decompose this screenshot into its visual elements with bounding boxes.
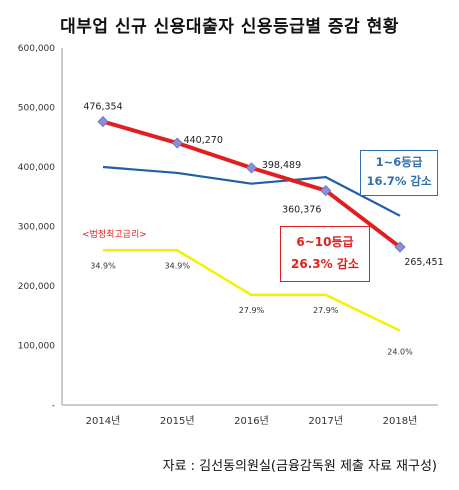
y-tick-label: 300,000 bbox=[18, 223, 55, 233]
series-line-legal-max-rate bbox=[103, 249, 401, 332]
data-label-grade-6-10: 476,354 bbox=[83, 102, 122, 113]
chart-title: 대부업 신규 신용대출자 신용등급별 증감 현황 bbox=[60, 17, 399, 37]
y-tick-label: 100,000 bbox=[18, 342, 55, 352]
data-label-grade-6-10: 265,451 bbox=[404, 257, 443, 268]
grade-6-10-change: 26.3% 감소 bbox=[291, 257, 359, 271]
y-tick-label: 500,000 bbox=[18, 104, 55, 114]
y-tick-label: 600,000 bbox=[18, 44, 55, 54]
data-label-legal-max-rate: 27.9% bbox=[313, 306, 339, 315]
y-tick-label: - bbox=[52, 401, 55, 411]
data-point-grade-6-10 bbox=[320, 185, 332, 197]
data-label-legal-max-rate: 34.9% bbox=[90, 261, 116, 270]
data-label-grade-6-10: 398,489 bbox=[262, 160, 301, 171]
data-point-grade-6-10 bbox=[171, 137, 183, 149]
x-tick-label: 2016년 bbox=[234, 415, 269, 427]
data-label-legal-max-rate: 27.9% bbox=[239, 306, 265, 315]
data-point-grade-6-10 bbox=[97, 116, 109, 128]
legal-max-rate-note: <법정최고금리> bbox=[82, 230, 147, 240]
data-label-grade-6-10: 360,376 bbox=[282, 205, 321, 216]
grade-1-6-change: 16.7% 감소 bbox=[366, 174, 432, 188]
x-tick-label: 2014년 bbox=[86, 415, 121, 427]
x-tick-label: 2015년 bbox=[160, 415, 195, 427]
x-tick-label: 2017년 bbox=[308, 415, 343, 427]
grade-6-10-label: 6~10등급 bbox=[296, 235, 354, 249]
y-tick-label: 400,000 bbox=[18, 163, 55, 173]
grade-1-6-callout: 1~6등급 16.7% 감소 bbox=[360, 150, 438, 196]
data-point-grade-6-10 bbox=[245, 162, 258, 174]
data-label-grade-6-10: 440,270 bbox=[184, 135, 223, 146]
y-tick-label: 200,000 bbox=[18, 282, 55, 292]
data-label-legal-max-rate: 24.0% bbox=[387, 348, 413, 357]
x-tick-label: 2018년 bbox=[383, 415, 418, 427]
grade-1-6-label: 1~6등급 bbox=[375, 155, 423, 169]
source-caption: 자료 : 김선동의원실(금융감독원 제출 자료 재구성) bbox=[162, 459, 437, 474]
data-label-legal-max-rate: 34.9% bbox=[165, 261, 191, 270]
data-point-grade-6-10 bbox=[394, 241, 406, 253]
grade-6-10-callout: 6~10등급 26.3% 감소 bbox=[280, 226, 370, 282]
series-line-grade-1-6 bbox=[102, 165, 401, 217]
